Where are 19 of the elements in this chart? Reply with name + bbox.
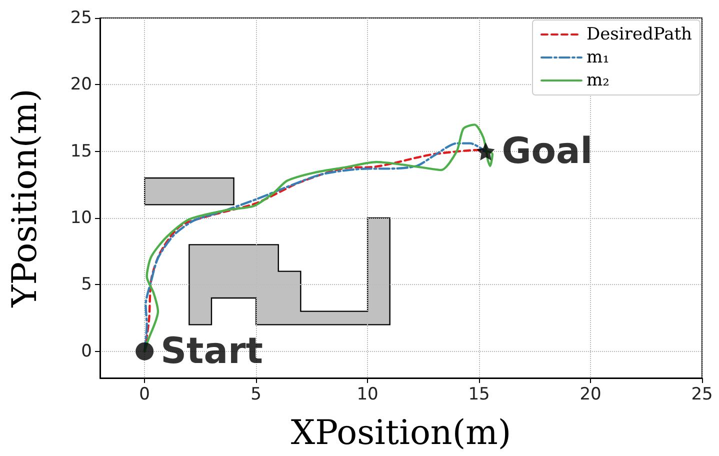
x-tick-label: 25 [691, 384, 713, 404]
x-tick-label: 5 [250, 384, 262, 404]
y-tick-label: 25 [70, 8, 92, 28]
annotation: Start [160, 330, 263, 372]
legend-label: m₁ [586, 48, 610, 68]
legend-label: DesiredPath [586, 24, 692, 44]
y-tick-label: 15 [70, 141, 92, 162]
annotation: Goal [502, 130, 593, 172]
x-tick-label: 20 [580, 384, 602, 404]
y-tick-label: 0 [81, 341, 92, 362]
y-tick-label: 5 [81, 274, 92, 295]
x-tick-label: 15 [468, 384, 490, 404]
x-axis-title: XPosition(m) [290, 413, 512, 453]
y-tick-label: 20 [70, 74, 92, 95]
x-tick-label: 10 [356, 384, 378, 404]
y-axis-title: YPosition(m) [5, 88, 45, 308]
y-tick-label: 10 [70, 208, 92, 228]
x-tick-label: 0 [139, 384, 150, 404]
legend-label: m₂ [586, 70, 610, 90]
